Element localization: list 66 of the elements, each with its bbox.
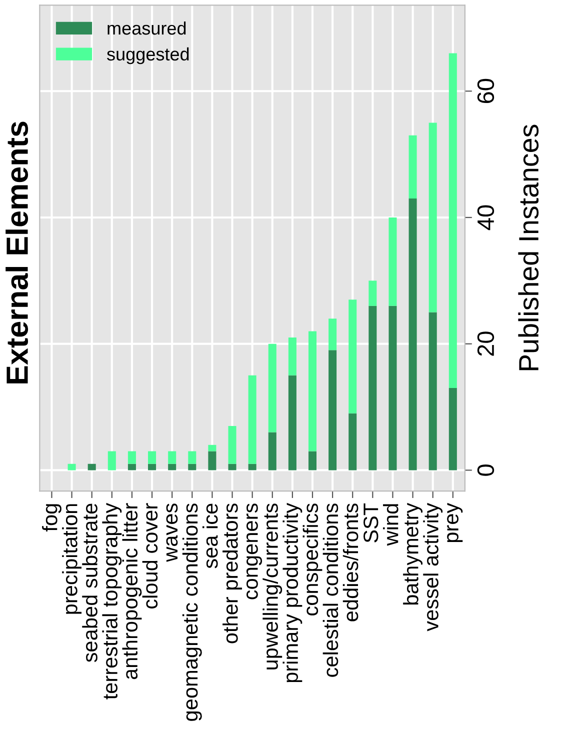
x-tick-label: primary productivity: [282, 502, 302, 682]
bar: [188, 464, 196, 470]
x-tick-label: terrestrial topography: [102, 502, 122, 700]
x-tick-label: fog: [42, 504, 62, 532]
bar: [268, 344, 276, 432]
bar: [328, 350, 337, 470]
bar: [148, 464, 156, 470]
bar: [188, 451, 196, 464]
bar: [148, 451, 156, 464]
x-tick-label: other predators: [222, 504, 242, 644]
x-tick-label: upwelling/currents: [262, 504, 282, 670]
bar: [448, 53, 457, 388]
bar: [248, 375, 256, 464]
bar: [208, 451, 216, 470]
bar: [128, 464, 136, 470]
bar: [368, 280, 377, 306]
bar: [68, 464, 76, 470]
bar: [328, 318, 337, 350]
y-tick-label: 20: [477, 332, 494, 356]
bar: [388, 306, 397, 470]
bar: [288, 338, 296, 376]
x-tick-label: precipitation: [62, 504, 82, 614]
text: External Elements: [6, 122, 28, 384]
x-tick-label: bathymetry: [403, 502, 422, 605]
bar: [308, 451, 317, 470]
x-tick-label: eddies/fronts: [342, 504, 358, 622]
bar: [108, 451, 116, 470]
bar: [428, 312, 437, 470]
bar: [308, 331, 317, 452]
bar: [348, 413, 357, 470]
y-tick-label: 0: [477, 464, 494, 476]
legend-label: measured: [108, 21, 186, 35]
x-tick-label: sea ice: [202, 504, 218, 568]
bar: [348, 300, 357, 414]
bar: [168, 451, 176, 464]
x-tick-label: prey: [447, 502, 463, 542]
x-tick-label: seabed substrate: [82, 504, 98, 662]
bar: [388, 217, 397, 306]
x-tick-label: conspecifics: [302, 504, 322, 616]
bar: [168, 464, 176, 470]
x-tick-label: congeners: [246, 504, 262, 600]
bar: [228, 426, 236, 464]
bar: [128, 451, 136, 464]
x-tick-label: geomagnetic conditions: [182, 504, 202, 721]
bar: [248, 464, 256, 470]
bar: [88, 464, 96, 470]
x-tick-label: celestial conditions: [322, 504, 338, 677]
x-tick-label: cloud cover: [142, 503, 158, 608]
bar: [428, 122, 437, 312]
bar: [268, 432, 276, 470]
bar: [288, 375, 296, 470]
x-tick-label: SST: [364, 503, 378, 542]
bar: [448, 388, 457, 470]
bar: [228, 464, 236, 470]
y-tick-label: 60: [477, 78, 494, 104]
bar: [368, 306, 377, 470]
bar: [408, 198, 417, 470]
x-tick-label: vessel activity: [423, 502, 443, 632]
x-tick-label: waves: [166, 504, 178, 562]
y-tick-label: 40: [477, 205, 494, 230]
x-tick-label: wind: [383, 504, 398, 546]
legend-label: suggested: [107, 47, 189, 64]
bar: [408, 135, 417, 199]
x-tick-label: anthropogenic litter: [122, 503, 142, 680]
y-axis-title: Published Instances: [518, 124, 539, 370]
bar: [208, 444, 216, 452]
